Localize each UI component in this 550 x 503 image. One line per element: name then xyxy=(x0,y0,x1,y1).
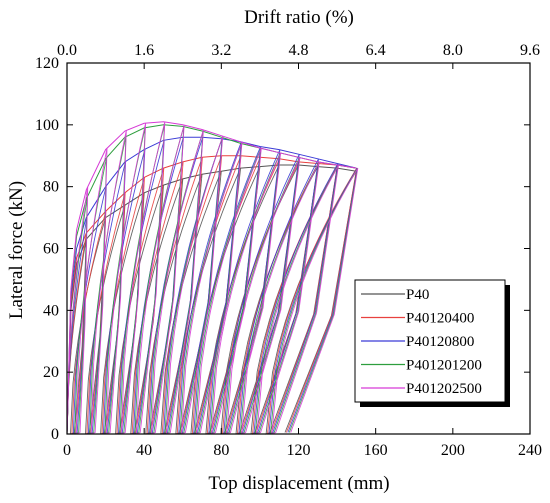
x2-tick-label: 1.6 xyxy=(134,42,154,59)
x-tick-label: 80 xyxy=(213,442,229,459)
hysteresis-curves xyxy=(66,121,359,435)
legend-label: P401202500 xyxy=(406,381,482,397)
series-envelope xyxy=(66,155,357,435)
y-tick-label: 40 xyxy=(43,302,59,319)
x2-tick-label: 4.8 xyxy=(289,42,309,59)
legend-label: P40 xyxy=(406,287,429,303)
x-tick-label: 0 xyxy=(63,442,71,459)
x-tick-label: 200 xyxy=(441,442,465,459)
x2-tick-label: 6.4 xyxy=(366,42,386,59)
x2-tick-label: 9.6 xyxy=(520,42,540,59)
legend-label: P40120400 xyxy=(406,311,474,327)
x-tick-label: 240 xyxy=(518,442,542,459)
y-tick-label: 0 xyxy=(51,426,59,443)
legend-label: P40120800 xyxy=(406,334,474,350)
x2-tick-label: 8.0 xyxy=(443,42,463,59)
series-P401202500 xyxy=(66,121,359,435)
y-tick-label: 120 xyxy=(35,55,59,72)
x-tick-label: 160 xyxy=(364,442,388,459)
x-tick-label: 120 xyxy=(287,442,311,459)
x-axis-title: Top displacement (mm) xyxy=(208,473,389,494)
x-tick-label: 40 xyxy=(136,442,152,459)
series-line xyxy=(66,121,359,435)
y-tick-label: 80 xyxy=(43,179,59,196)
legend-label: P401201200 xyxy=(406,358,482,374)
y-tick-label: 100 xyxy=(35,117,59,134)
x2-tick-label: 3.2 xyxy=(211,42,231,59)
series-envelope xyxy=(66,136,357,435)
legend: P40 P40120400 P40120800 P401201200 P40120250… xyxy=(354,279,510,407)
y-axis-title: Lateral force (kN) xyxy=(6,181,27,319)
y-tick-label: 20 xyxy=(43,364,59,381)
axes: 0 40 80 120 160 200 240 0.0 1.6 3.2 4.8 6.4 8.0 9.6 0 2… xyxy=(35,42,542,459)
series-envelope xyxy=(66,121,357,435)
x2-tick-label: 0.0 xyxy=(57,42,77,59)
y-tick-label: 60 xyxy=(43,241,59,258)
x2-axis-title: Drift ratio (%) xyxy=(244,7,354,28)
